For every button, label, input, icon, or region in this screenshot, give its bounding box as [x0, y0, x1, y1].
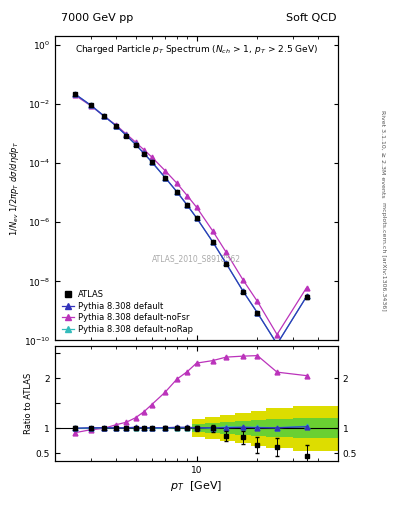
Legend: ATLAS, Pythia 8.308 default, Pythia 8.308 default-noFsr, Pythia 8.308 default-no: ATLAS, Pythia 8.308 default, Pythia 8.30… — [59, 288, 195, 336]
Text: 7000 GeV pp: 7000 GeV pp — [61, 13, 133, 23]
Text: mcplots.cern.ch [arXiv:1306.3436]: mcplots.cern.ch [arXiv:1306.3436] — [381, 202, 386, 310]
Y-axis label: $1/N_{ev}$ $1/2\pi p_T$ $d\sigma/d\eta dp_T$: $1/N_{ev}$ $1/2\pi p_T$ $d\sigma/d\eta d… — [8, 141, 21, 236]
Y-axis label: Ratio to ATLAS: Ratio to ATLAS — [24, 373, 33, 434]
Text: ATLAS_2010_S8918562: ATLAS_2010_S8918562 — [152, 254, 241, 263]
X-axis label: $p_T$  [GeV]: $p_T$ [GeV] — [171, 479, 222, 493]
Text: Soft QCD: Soft QCD — [286, 13, 336, 23]
Text: Charged Particle $p_T$ Spectrum ($N_{ch}$ > 1, $p_T$ > 2.5 GeV): Charged Particle $p_T$ Spectrum ($N_{ch}… — [75, 44, 318, 56]
Text: Rivet 3.1.10, ≥ 2.3M events: Rivet 3.1.10, ≥ 2.3M events — [381, 110, 386, 198]
